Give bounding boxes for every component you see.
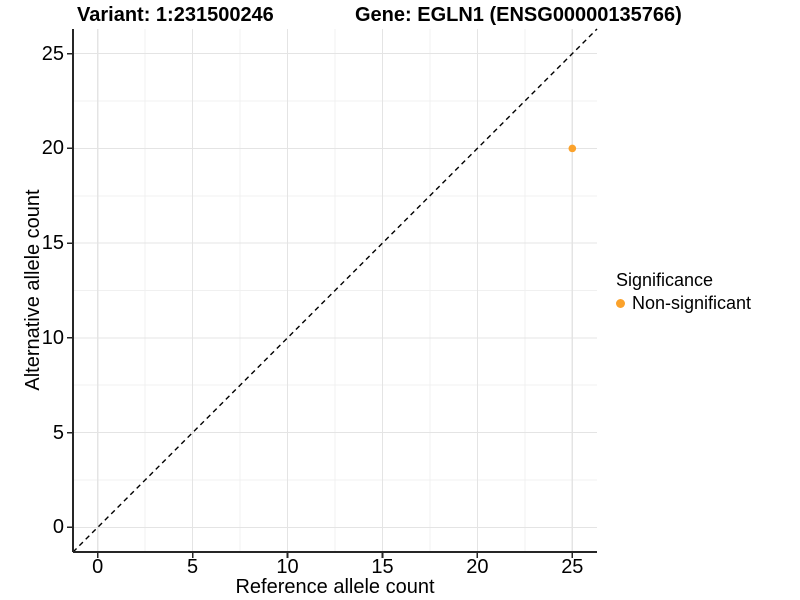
x-tick-label-20: 20 [466,556,489,578]
y-tick-label-25: 25 [41,42,64,65]
legend-point-swatch-icon [616,299,625,308]
x-tick-label-5: 5 [187,556,199,578]
y-tick-label-0: 0 [52,516,64,539]
y-axis-title: Alternative allele count [22,189,44,391]
data-point-non-significant [568,144,577,153]
x-axis-title: Reference allele count [235,576,435,598]
legend: Significance Non-significant [616,269,751,314]
plot-title-variant: Variant: 1:231500246 [77,4,274,26]
x-tick-label-15: 15 [371,556,394,578]
y-tick-label-15: 15 [41,232,64,255]
plot-title-gene: Gene: EGLN1 (ENSG00000135766) [355,4,682,26]
identity-line [72,28,598,553]
x-tick-label-0: 0 [92,556,104,578]
legend-title: Significance [616,270,714,290]
y-tick-label-10: 10 [41,326,64,349]
x-tick-label-10: 10 [276,556,299,578]
y-tick-label-20: 20 [41,137,64,160]
legend-item-label: Non-significant [632,293,752,313]
y-tick-label-5: 5 [52,421,64,444]
legend-item-non-significant: Non-significant [616,293,751,314]
x-tick-label-25: 25 [561,556,584,578]
